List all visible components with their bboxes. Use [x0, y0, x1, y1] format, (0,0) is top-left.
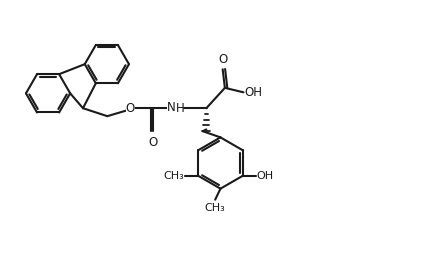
Text: OH: OH	[257, 171, 274, 181]
Text: O: O	[218, 53, 227, 66]
Text: OH: OH	[244, 86, 263, 99]
Text: N: N	[167, 102, 175, 114]
Text: H: H	[176, 102, 185, 115]
Text: O: O	[149, 136, 158, 149]
Text: O: O	[125, 102, 135, 115]
Text: CH₃: CH₃	[163, 171, 184, 181]
Text: CH₃: CH₃	[204, 203, 225, 213]
